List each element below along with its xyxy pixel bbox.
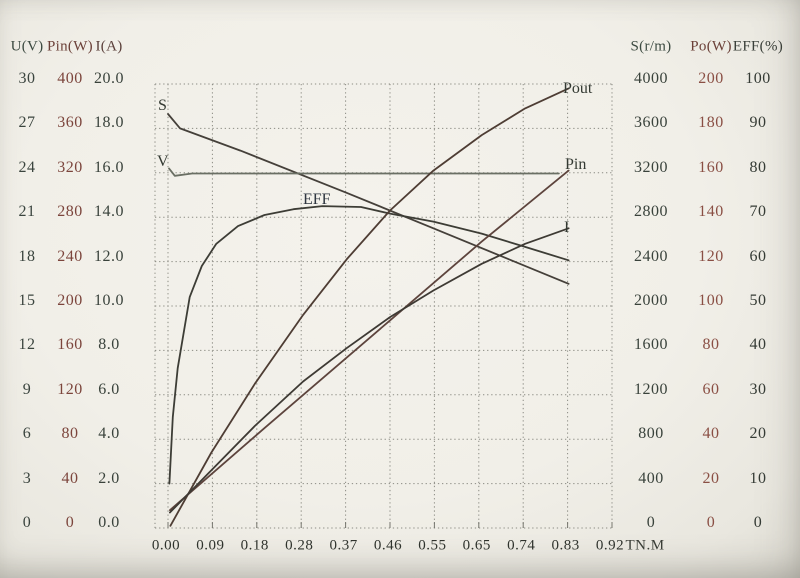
right-axis-value-r2c2: 80 <box>749 158 767 176</box>
x-tick-label-7: 0.65 <box>462 537 491 554</box>
curve-v <box>168 167 560 177</box>
left-axis-value-r1c1: 360 <box>57 114 83 132</box>
right-axis-value-r6c2: 40 <box>749 336 767 354</box>
left-axis-value-r0c1: 400 <box>57 70 83 87</box>
right-axis-value-r8c0: 800 <box>638 425 664 443</box>
right-axis-value-r4c2: 60 <box>749 247 767 265</box>
right-axis-value-r3c0: 2800 <box>634 203 668 221</box>
left-axis-value-r3c2: 14.0 <box>94 203 124 221</box>
left-axis-header-2: I(A) <box>95 38 123 55</box>
left-axis-value-r10c2: 0.0 <box>98 514 120 531</box>
right-axis-value-r4c0: 2400 <box>634 247 668 265</box>
left-axis-value-r6c2: 8.0 <box>98 336 120 354</box>
left-axis-value-r3c1: 280 <box>57 203 83 221</box>
right-axis-value-r0c2: 100 <box>745 70 771 87</box>
left-axis-value-r6c0: 12 <box>18 336 36 354</box>
left-axis-value-r5c1: 200 <box>57 292 83 309</box>
curve-label-v: V <box>157 153 169 170</box>
right-axis-value-r2c1: 160 <box>698 158 724 176</box>
left-axis-value-r8c0: 6 <box>22 425 32 443</box>
right-axis-value-r6c1: 80 <box>702 336 720 354</box>
right-axis-header-2: EFF(%) <box>732 38 784 55</box>
x-tick-label-10: 0.92 <box>595 537 625 554</box>
curve-pin <box>168 169 570 512</box>
curve-pout <box>169 87 570 527</box>
left-axis-value-r2c0: 24 <box>18 158 36 176</box>
left-axis-header-0: U(V) <box>10 38 44 55</box>
x-tick-label-3: 0.28 <box>285 537 314 554</box>
x-tick-label-1: 0.09 <box>196 537 225 554</box>
right-axis-value-r0c0: 4000 <box>634 70 668 87</box>
left-axis-value-r9c1: 40 <box>61 469 79 487</box>
right-axis-header-0: S(r/m) <box>630 38 672 55</box>
left-axis-header-1: Pin(W) <box>47 38 93 55</box>
x-tick-label-0: 0.00 <box>151 537 181 554</box>
left-axis-value-r7c0: 9 <box>22 380 32 398</box>
left-axis-value-r8c1: 80 <box>61 425 79 443</box>
curve-s <box>167 113 570 285</box>
right-axis-value-r3c2: 70 <box>749 203 767 221</box>
left-axis-value-r2c1: 320 <box>57 158 83 176</box>
right-axis-value-r1c2: 90 <box>749 114 767 132</box>
x-axis-unit-label: TN.M <box>625 537 665 554</box>
left-axis-value-r5c2: 10.0 <box>94 292 124 309</box>
right-axis-value-r7c2: 30 <box>749 380 767 398</box>
left-axis-value-r10c0: 0 <box>22 514 32 531</box>
right-axis-value-r0c1: 200 <box>698 70 724 87</box>
right-axis-value-r8c2: 20 <box>749 425 767 443</box>
right-axis-value-r9c0: 400 <box>638 469 664 487</box>
curve-eff <box>168 205 570 485</box>
left-axis-value-r2c2: 16.0 <box>94 158 124 176</box>
left-axis-value-r7c2: 6.0 <box>98 380 120 398</box>
x-tick-label-9: 0.83 <box>551 537 580 554</box>
right-axis-value-r10c0: 0 <box>646 514 656 531</box>
left-axis-value-r9c2: 2.0 <box>98 469 120 487</box>
left-axis-value-r1c2: 18.0 <box>94 114 124 132</box>
curve-i <box>168 227 570 514</box>
x-tick-label-5: 0.46 <box>373 537 403 554</box>
right-axis-value-r10c1: 0 <box>706 514 716 531</box>
left-axis-value-r4c0: 18 <box>18 247 36 265</box>
right-axis-value-r9c2: 10 <box>749 469 767 487</box>
right-axis-value-r1c0: 3600 <box>634 114 668 132</box>
right-axis-value-r3c1: 140 <box>698 203 724 221</box>
left-axis-value-r9c0: 3 <box>22 469 32 487</box>
curve-label-i: I <box>564 219 569 236</box>
left-axis-value-r10c1: 0 <box>65 514 75 531</box>
x-tick-label-6: 0.55 <box>418 537 447 554</box>
x-tick-label-8: 0.74 <box>507 537 536 554</box>
right-axis-value-r5c2: 50 <box>749 292 767 309</box>
left-axis-value-r0c0: 30 <box>18 70 36 87</box>
right-axis-value-r6c0: 1600 <box>634 336 668 354</box>
right-axis-header-1: Po(W) <box>690 38 732 55</box>
x-tick-label-2: 0.18 <box>240 537 269 554</box>
right-axis-value-r2c0: 3200 <box>634 158 668 176</box>
left-axis-value-r3c0: 21 <box>18 203 36 221</box>
right-axis-value-r7c1: 60 <box>702 380 720 398</box>
curve-label-pout: Pout <box>563 80 593 97</box>
right-axis-value-r8c1: 40 <box>702 425 720 443</box>
right-axis-value-r4c1: 120 <box>698 247 724 265</box>
curve-label-s: S <box>158 97 167 114</box>
x-tick-label-4: 0.37 <box>329 537 358 554</box>
left-axis-value-r0c2: 20.0 <box>94 70 124 87</box>
left-axis-value-r8c2: 4.0 <box>98 425 120 443</box>
left-axis-value-r6c1: 160 <box>57 336 83 354</box>
right-axis-value-r1c1: 180 <box>698 114 724 132</box>
curve-label-eff: EFF <box>303 191 331 208</box>
right-axis-value-r5c1: 100 <box>698 292 724 309</box>
left-axis-value-r5c0: 15 <box>18 292 36 309</box>
right-axis-value-r9c1: 20 <box>702 469 720 487</box>
left-axis-value-r1c0: 27 <box>18 114 36 132</box>
curve-label-pin: Pin <box>565 156 586 173</box>
left-axis-value-r4c1: 240 <box>57 247 83 265</box>
right-axis-value-r10c2: 0 <box>753 514 763 531</box>
right-axis-value-r7c0: 1200 <box>634 380 668 398</box>
right-axis-value-r5c0: 2000 <box>634 292 668 309</box>
left-axis-value-r7c1: 120 <box>57 380 83 398</box>
left-axis-value-r4c2: 12.0 <box>94 247 124 265</box>
